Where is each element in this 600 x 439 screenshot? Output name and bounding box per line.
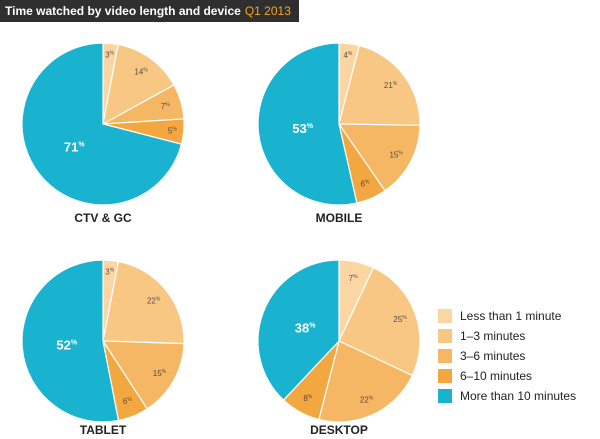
pie-slice bbox=[257, 42, 358, 206]
legend: Less than 1 minute 1–3 minutes 3–6 minut… bbox=[438, 306, 576, 406]
legend-swatch bbox=[438, 309, 452, 323]
slice-value-label: 3% bbox=[105, 51, 114, 60]
slice-value-label: 21% bbox=[384, 81, 398, 90]
slice-value-label: 15% bbox=[389, 151, 403, 160]
pie-chart: 3%22%15%6%52%TABLET bbox=[21, 259, 185, 437]
legend-item: 1–3 minutes bbox=[438, 326, 576, 346]
legend-label: 3–6 minutes bbox=[460, 349, 526, 363]
pie-slice bbox=[21, 259, 120, 423]
device-label: DESKTOP bbox=[310, 423, 368, 437]
legend-item: 3–6 minutes bbox=[438, 346, 576, 366]
legend-label: 1–3 minutes bbox=[460, 329, 526, 343]
pie-slice bbox=[102, 43, 175, 126]
legend-swatch bbox=[438, 329, 452, 343]
chart-title-period: Q1 2013 bbox=[244, 4, 291, 18]
device-label: CTV & GC bbox=[74, 211, 132, 225]
chart-title: Time watched by video length and device bbox=[5, 4, 241, 18]
legend-swatch bbox=[438, 369, 452, 383]
pie-slice bbox=[338, 44, 421, 126]
legend-item: 6–10 minutes bbox=[438, 366, 576, 386]
slice-value-label: 6% bbox=[123, 397, 132, 406]
slice-value-label: 5% bbox=[168, 127, 177, 136]
title-bar: Time watched by video length and device … bbox=[0, 0, 299, 22]
pie-slice bbox=[318, 340, 414, 423]
slice-value-label: 15% bbox=[153, 369, 167, 378]
pie-chart: 3%14%7%5%71%CTV & GC bbox=[21, 42, 185, 225]
slice-value-label: 7% bbox=[349, 274, 358, 283]
pie-slice bbox=[337, 123, 421, 192]
slice-value-label: 7% bbox=[161, 102, 170, 111]
pie-slice bbox=[338, 266, 421, 377]
pie-chart: 7%25%22%8%38%DESKTOP bbox=[257, 259, 421, 437]
legend-label: Less than 1 minute bbox=[460, 309, 562, 323]
slice-value-label: 22% bbox=[360, 396, 374, 405]
slice-value-label: 4% bbox=[343, 51, 352, 60]
pie-slice bbox=[102, 260, 185, 345]
legend-swatch bbox=[438, 389, 452, 403]
slice-value-label: 8% bbox=[303, 394, 312, 403]
slice-value-label: 14% bbox=[134, 68, 148, 77]
legend-item: Less than 1 minute bbox=[438, 306, 576, 326]
slice-value-label: 3% bbox=[105, 268, 114, 277]
legend-swatch bbox=[438, 349, 452, 363]
pie-slice bbox=[21, 42, 183, 206]
pie-slice bbox=[101, 340, 185, 410]
slice-value-label: 6% bbox=[361, 179, 370, 188]
device-label: MOBILE bbox=[316, 211, 363, 225]
pie-chart: 4%21%15%6%53%MOBILE bbox=[257, 42, 421, 225]
device-label: TABLET bbox=[80, 423, 127, 437]
legend-item: More than 10 minutes bbox=[438, 386, 576, 406]
legend-label: 6–10 minutes bbox=[460, 369, 533, 383]
slice-value-label: 25% bbox=[393, 315, 407, 324]
legend-label: More than 10 minutes bbox=[460, 389, 577, 403]
slice-value-label: 22% bbox=[147, 297, 161, 306]
pie-slice bbox=[257, 259, 340, 401]
